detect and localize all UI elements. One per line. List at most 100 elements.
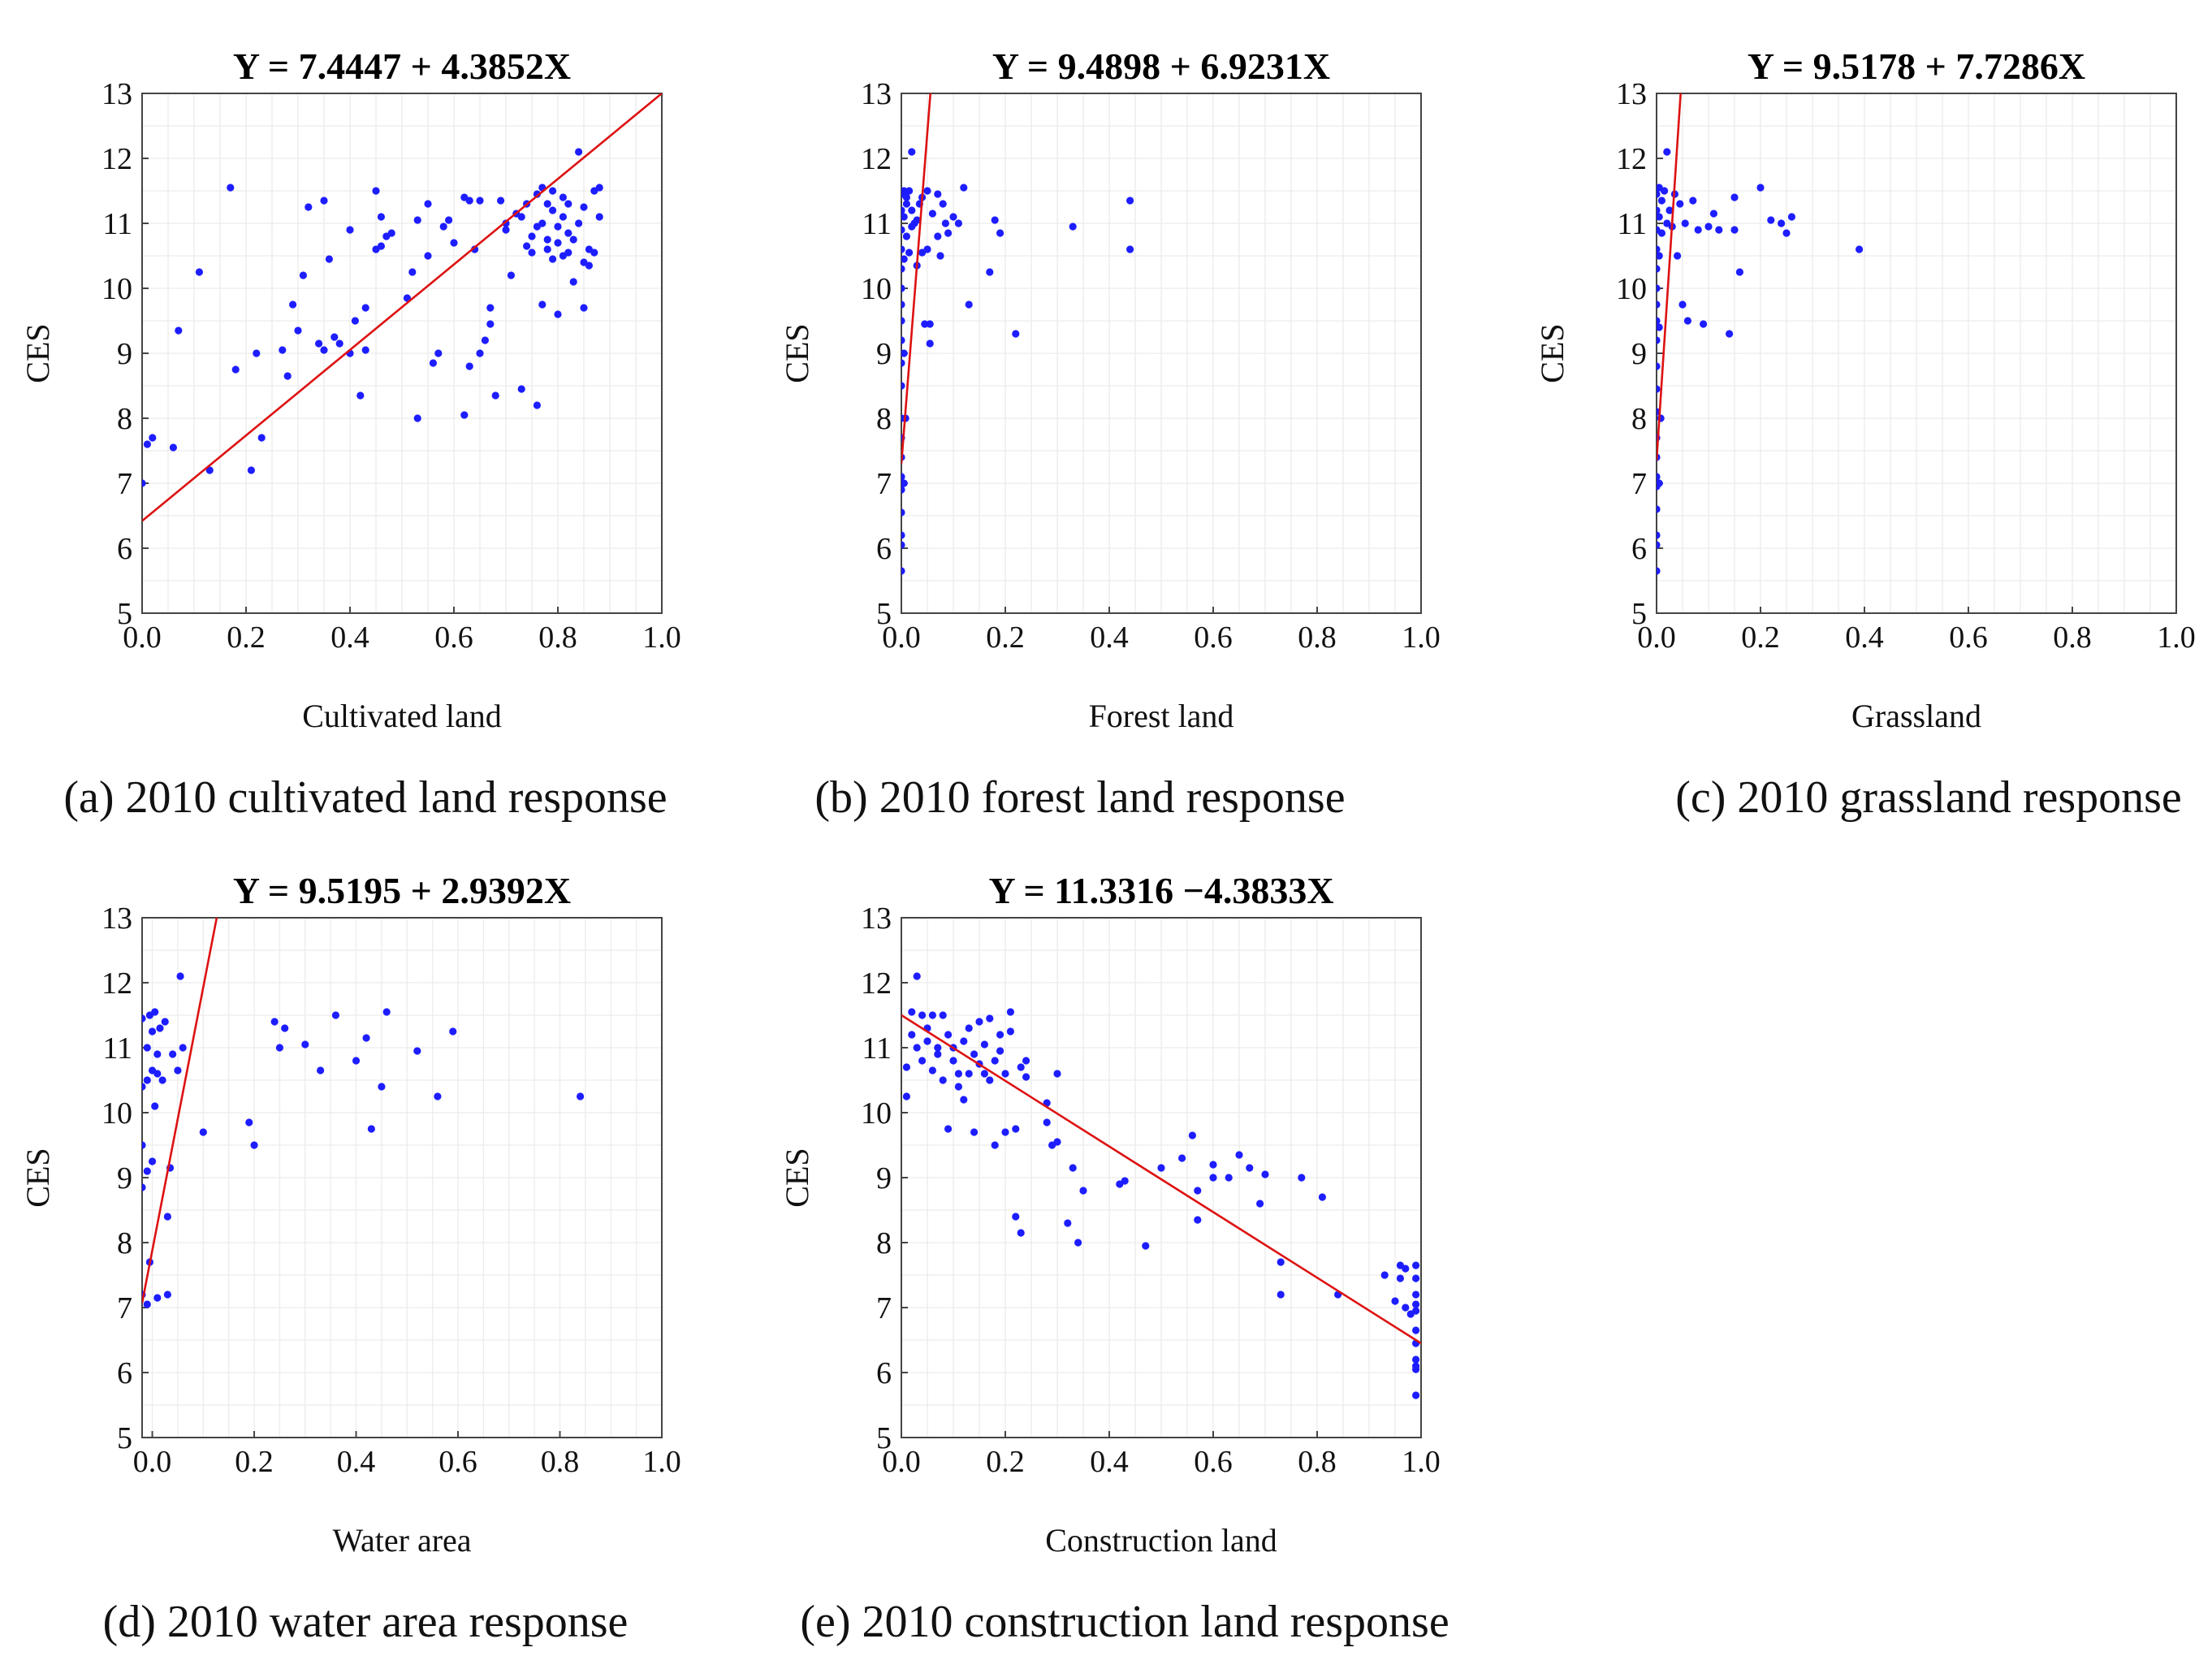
data-point	[250, 1141, 258, 1149]
data-point	[905, 187, 914, 195]
data-point	[936, 252, 944, 260]
y-tick-label: 5	[117, 597, 132, 631]
x-axis-label: Water area	[332, 1522, 471, 1559]
data-point	[163, 1291, 171, 1299]
data-point	[1726, 330, 1734, 338]
data-point	[1277, 1258, 1285, 1266]
data-point	[1657, 190, 1661, 198]
data-point	[299, 271, 307, 279]
chart-panel-c: 0.0 0.2 0.4 0.6 0.8 1.0 5 6 7 8 9 10 11 12 13 Y = 9.517…	[1534, 45, 2196, 823]
data-point	[564, 200, 572, 208]
fit-line-group	[142, 93, 662, 522]
data-point	[965, 301, 973, 309]
data-point	[1657, 473, 1661, 481]
scatter-points	[142, 972, 585, 1308]
chart-title: Y = 11.3316 −4.3833X	[988, 870, 1333, 911]
panel-caption: (d) 2010 water area response	[103, 1597, 629, 1647]
y-tick-label: 10	[1616, 272, 1647, 306]
data-point	[1657, 252, 1663, 260]
data-point	[954, 219, 962, 227]
data-point	[528, 249, 536, 257]
y-tick-label: 6	[1631, 532, 1647, 566]
data-point	[1142, 1242, 1150, 1250]
x-tick-label: 0.2	[1741, 620, 1780, 655]
data-point	[549, 206, 557, 214]
data-point	[1665, 206, 1674, 214]
data-point	[1767, 216, 1775, 224]
data-point	[352, 1057, 361, 1065]
data-point	[283, 372, 292, 380]
data-point	[926, 320, 934, 328]
data-point	[1412, 1274, 1420, 1282]
y-tick-label: 9	[1631, 337, 1647, 371]
x-tick-label: 0.8	[538, 620, 577, 655]
data-point	[270, 1018, 279, 1026]
data-point	[901, 486, 905, 494]
x-tick-label: 0.0	[123, 620, 162, 655]
data-point	[960, 1037, 968, 1045]
grid	[142, 917, 663, 1438]
data-point	[231, 365, 240, 374]
data-point	[279, 346, 287, 354]
y-tick-label: 11	[102, 1031, 132, 1066]
data-point	[1396, 1274, 1404, 1282]
chart-panel-b: 0.0 0.2 0.4 0.6 0.8 1.0 5 6 7 8 9 10 11 12 13 Y = 9.489…	[779, 45, 1441, 823]
data-point	[1657, 265, 1661, 273]
data-point	[1412, 1300, 1420, 1308]
data-point	[331, 333, 339, 341]
data-point	[1657, 479, 1663, 487]
data-point	[926, 339, 934, 348]
data-point	[1277, 1291, 1285, 1299]
data-point	[944, 1125, 953, 1133]
data-point	[449, 1027, 457, 1036]
data-point	[465, 362, 473, 370]
data-point	[143, 1076, 151, 1084]
data-point	[205, 466, 214, 474]
chart-title: Y = 9.5178 + 7.7286X	[1748, 45, 2085, 87]
data-point	[577, 1092, 585, 1100]
data-point	[923, 1037, 931, 1045]
x-tick-label: 0.2	[986, 620, 1025, 655]
data-point	[153, 1070, 162, 1078]
x-tick-label: 0.4	[1090, 620, 1129, 655]
data-point	[986, 1076, 994, 1084]
data-point	[580, 304, 588, 312]
data-point	[554, 310, 562, 318]
y-axis-label: CES	[1534, 323, 1570, 383]
x-tick-label: 0.6	[439, 1445, 477, 1479]
data-point	[1126, 245, 1134, 253]
data-point	[901, 301, 905, 309]
chart-title: Y = 9.5195 + 2.9392X	[233, 870, 571, 911]
data-point	[142, 1183, 146, 1191]
data-point	[1412, 1362, 1420, 1370]
data-point	[913, 972, 921, 980]
data-point	[1735, 268, 1743, 276]
data-point	[1064, 1219, 1072, 1227]
data-point	[913, 216, 921, 224]
data-point	[257, 434, 266, 442]
data-point	[148, 1027, 157, 1036]
data-point	[148, 1157, 157, 1165]
y-tick-label: 7	[1631, 467, 1647, 501]
data-point	[533, 401, 542, 409]
x-tick-label: 0.6	[1194, 620, 1233, 655]
data-point	[580, 203, 588, 211]
data-point	[1657, 323, 1663, 331]
data-point	[939, 1076, 947, 1084]
y-tick-label: 13	[102, 902, 132, 936]
data-point	[372, 187, 380, 195]
y-tick-label: 7	[876, 1291, 892, 1325]
data-point	[944, 229, 953, 237]
data-point	[1657, 385, 1661, 393]
x-tick-label: 1.0	[1402, 620, 1441, 655]
data-point	[245, 1118, 253, 1126]
data-point	[377, 242, 385, 250]
y-tick-label: 9	[117, 1161, 132, 1196]
data-point	[1778, 219, 1786, 227]
data-point	[1657, 531, 1661, 539]
x-tick-label: 0.2	[235, 1445, 274, 1479]
data-point	[559, 193, 568, 201]
data-point	[1787, 213, 1795, 221]
data-point	[590, 249, 598, 257]
